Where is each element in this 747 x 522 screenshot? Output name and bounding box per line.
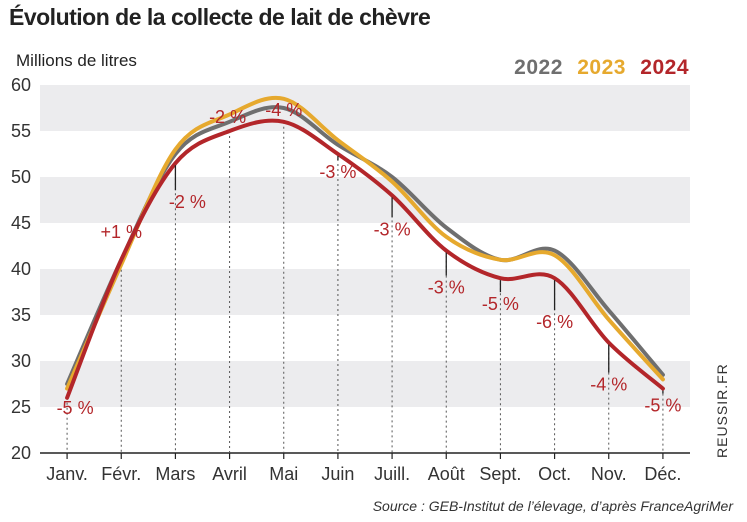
- grid-band: [40, 361, 690, 407]
- pct-annotation: -5 %: [57, 398, 94, 418]
- x-tick-label: Sept.: [479, 464, 521, 484]
- y-tick-label: 25: [11, 397, 31, 417]
- y-tick-label: 20: [11, 443, 31, 463]
- series-line-2022: [65, 105, 665, 386]
- y-tick-label: 45: [11, 213, 31, 233]
- x-tick-label: Mars: [155, 464, 195, 484]
- pct-annotation: -3 %: [374, 219, 411, 239]
- y-tick-label: 50: [11, 167, 31, 187]
- pct-annotation: -3 %: [319, 162, 356, 182]
- y-tick-label: 35: [11, 305, 31, 325]
- pct-annotation: -4 %: [590, 375, 627, 395]
- watermark: REUSSIR.FR: [714, 363, 730, 458]
- x-tick-label: Févr.: [101, 464, 141, 484]
- x-tick-label: Août: [428, 464, 465, 484]
- series-line-2023: [65, 95, 665, 391]
- pct-annotation: +1 %: [100, 222, 142, 242]
- grid-band: [40, 85, 690, 131]
- legend-item-2022: 2022: [514, 56, 563, 79]
- grid-band: [40, 177, 690, 223]
- pct-annotation: -6 %: [536, 312, 573, 332]
- x-tick-label: Oct.: [538, 464, 571, 484]
- x-tick-label: Avril: [212, 464, 247, 484]
- chart-title: Évolution de la collecte de lait de chèv…: [9, 4, 431, 30]
- source-note: Source : GEB-Institut de l’élevage, d’ap…: [372, 498, 733, 514]
- x-tick-label: Mai: [269, 464, 298, 484]
- y-tick-label: 40: [11, 259, 31, 279]
- legend-item-2024: 2024: [640, 56, 689, 79]
- y-tick-label: 60: [11, 75, 31, 95]
- x-tick-label: Nov.: [591, 464, 627, 484]
- pct-annotation: -5 %: [644, 396, 681, 416]
- series-line-2024: [65, 118, 665, 400]
- pct-annotation: -3 %: [428, 278, 465, 298]
- pct-annotation: -2 %: [169, 192, 206, 212]
- legend: 2022 2023 2024: [506, 56, 689, 80]
- pct-annotation: -4 %: [265, 100, 302, 120]
- y-tick-label: 30: [11, 351, 31, 371]
- legend-item-2023: 2023: [577, 56, 626, 79]
- pct-annotation: -2 %: [209, 107, 246, 127]
- x-tick-label: Juin: [321, 464, 354, 484]
- pct-annotation: -5 %: [482, 294, 519, 314]
- x-tick-label: Juill.: [374, 464, 410, 484]
- x-tick-label: Janv.: [46, 464, 88, 484]
- y-axis-label: Millions de litres: [16, 51, 137, 70]
- y-tick-label: 55: [11, 121, 31, 141]
- x-tick-label: Déc.: [644, 464, 681, 484]
